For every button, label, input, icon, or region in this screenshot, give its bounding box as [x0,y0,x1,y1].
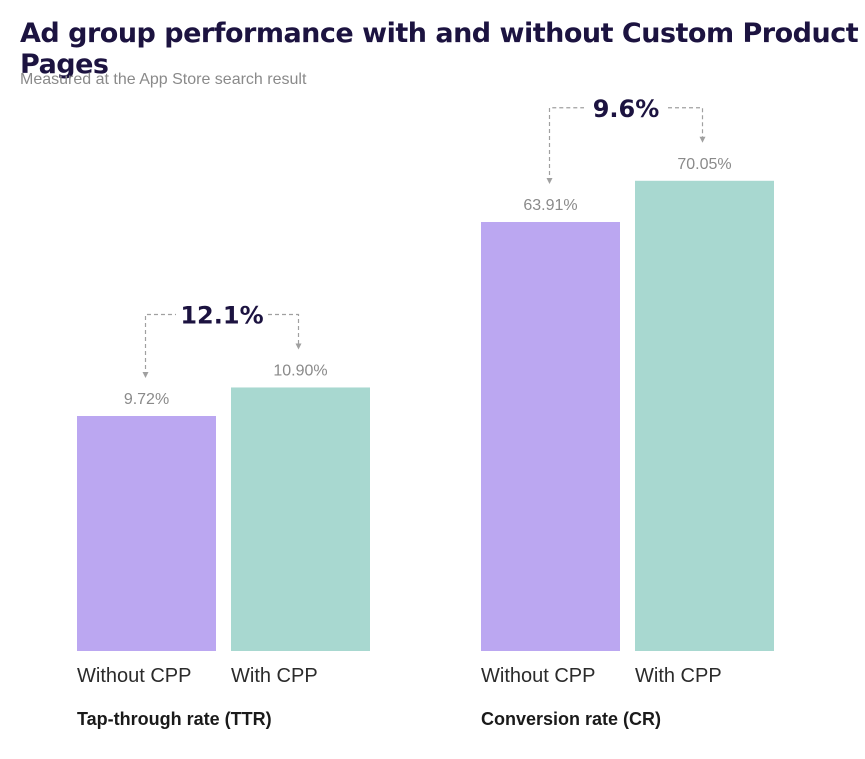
arrowhead-icon [295,343,302,350]
bar-cr-with-cpp [635,180,774,651]
bar-ttr-with-cpp [231,387,370,651]
connector-left [144,313,176,376]
chart-title: Ad group performance with and without Cu… [20,18,859,80]
group-label: Conversion rate (CR) [481,709,661,729]
value-label: 63.91% [523,197,577,214]
bar-ttr-without-cpp [77,416,216,651]
group-label: Tap-through rate (TTR) [77,709,272,729]
category-label: Without CPP [481,665,595,687]
chart-subtitle: Measured at the App Store search result [20,71,307,88]
value-label: 70.05% [677,156,731,173]
connector-right [668,107,704,141]
value-label: 9.72% [124,391,169,408]
connector-right [268,313,300,348]
bar-cr-without-cpp [481,222,620,651]
value-label: 10.90% [273,362,327,379]
arrowhead-icon [142,372,149,378]
arrowhead-icon [699,136,706,143]
connector-left [548,107,584,182]
arrowhead-icon [546,178,553,184]
difference-label: 12.1% [180,301,263,329]
category-label: With CPP [635,665,722,687]
category-label: With CPP [231,665,318,687]
category-label: Without CPP [77,665,191,687]
difference-label: 9.6% [593,95,660,123]
